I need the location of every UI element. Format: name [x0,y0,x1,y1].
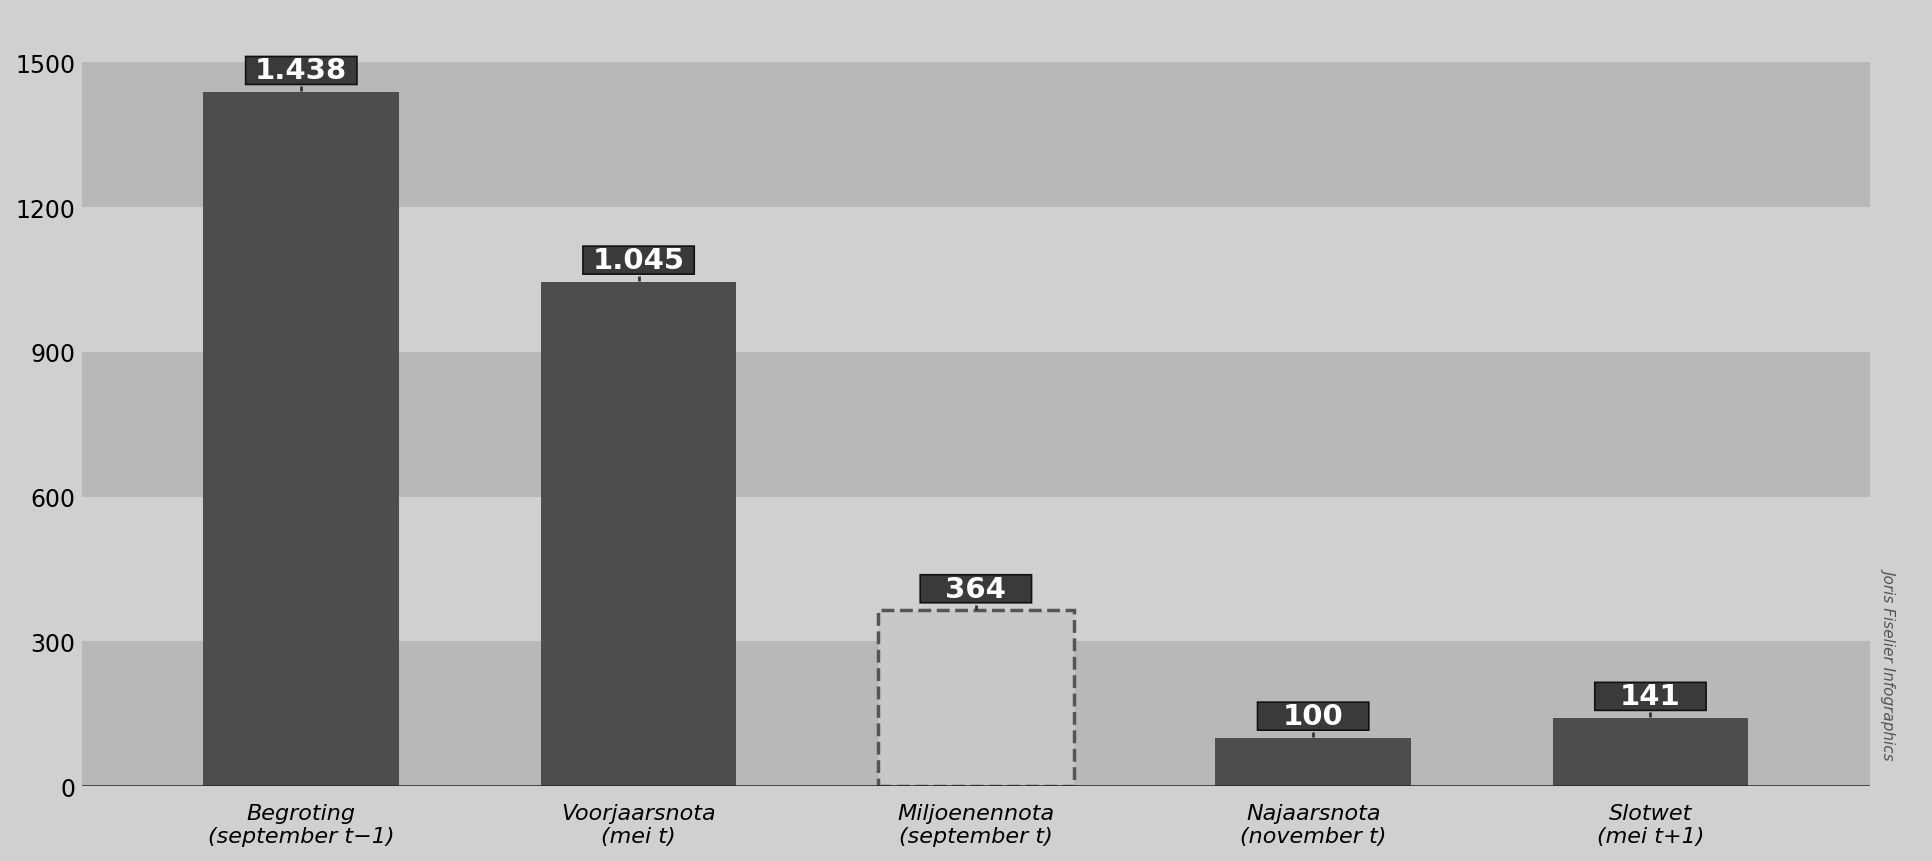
FancyBboxPatch shape [877,610,1072,786]
Bar [203,93,398,786]
Text: 1.045: 1.045 [593,247,684,275]
Text: 100: 100 [1283,703,1343,730]
Text: 141: 141 [1619,683,1681,710]
Bar [81,15,1868,63]
Bar [81,63,1868,208]
Text: Joris Fiselier Infographics: Joris Fiselier Infographics [1882,567,1897,758]
Text: 364: 364 [945,575,1007,603]
FancyBboxPatch shape [1594,683,1706,710]
Bar [541,282,736,786]
FancyBboxPatch shape [920,575,1032,603]
Bar [81,352,1868,497]
FancyBboxPatch shape [583,247,694,275]
Bar [1215,738,1410,786]
Bar [81,641,1868,786]
Bar [81,497,1868,641]
Text: 1.438: 1.438 [255,58,348,85]
FancyBboxPatch shape [1258,703,1368,730]
Bar [1551,718,1747,786]
Bar [81,208,1868,352]
FancyBboxPatch shape [245,58,357,85]
